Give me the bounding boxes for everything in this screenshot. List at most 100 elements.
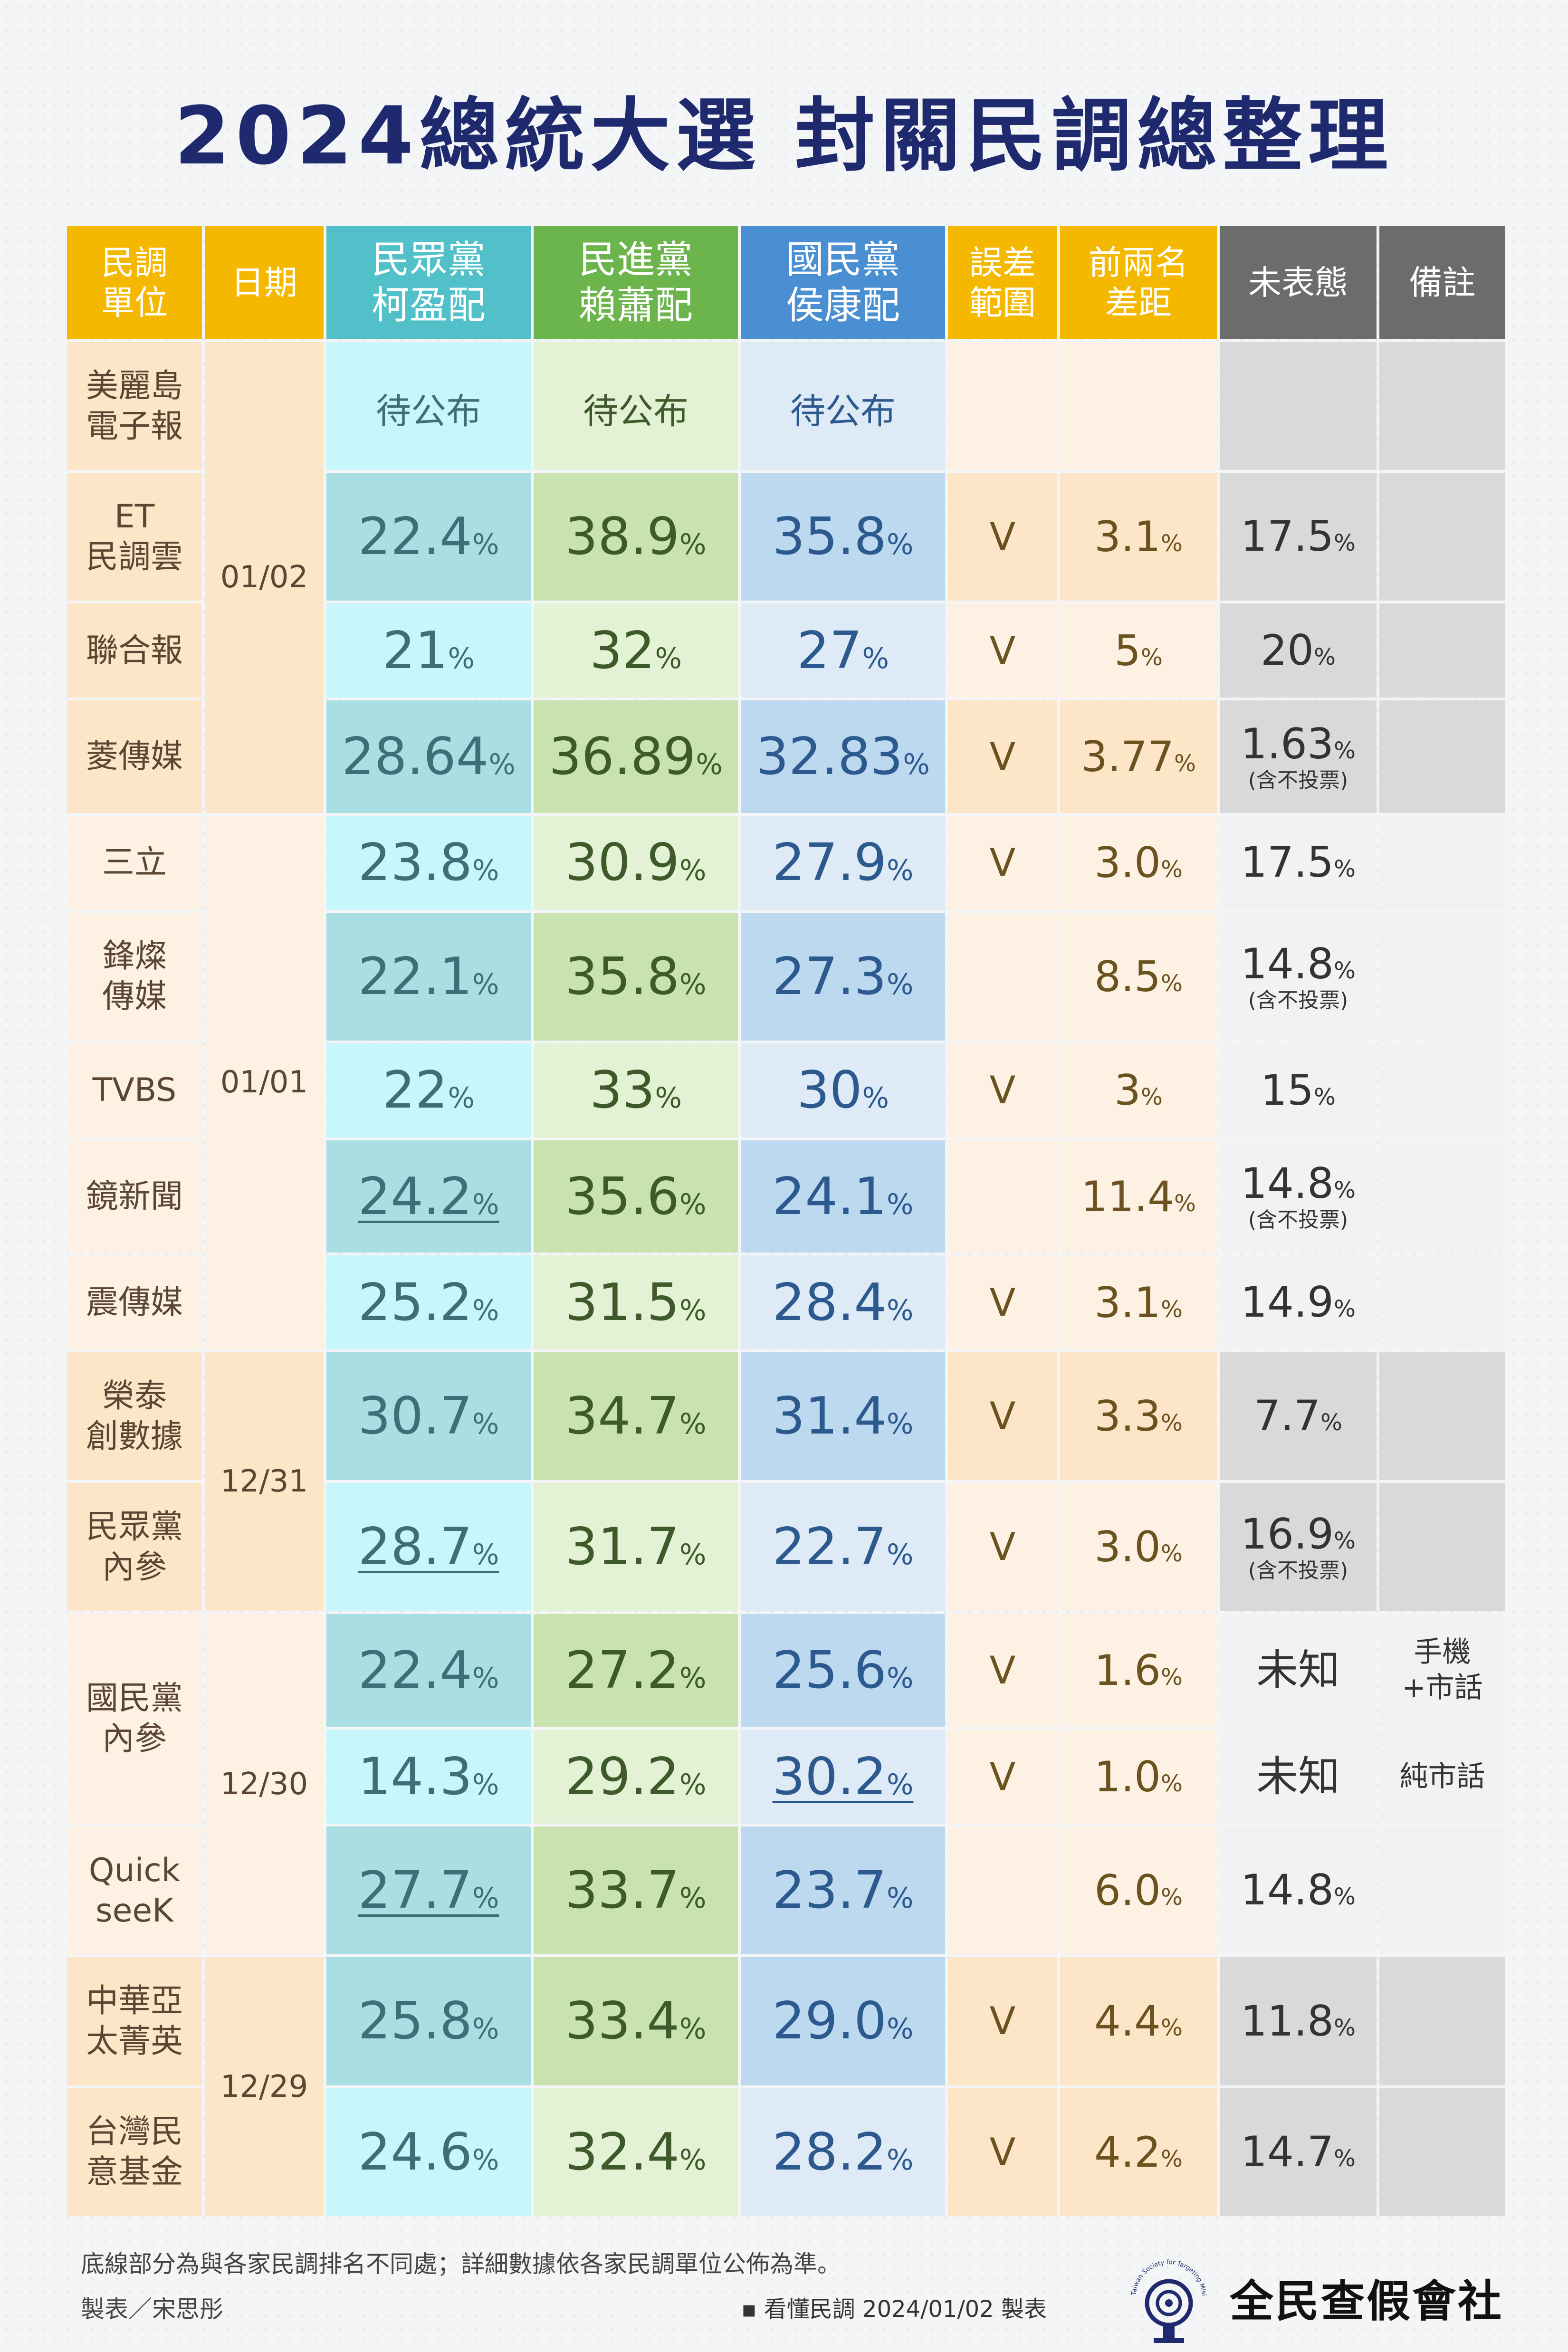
error-margin: V: [948, 1614, 1057, 1727]
dpp-value: 32.4%: [534, 2088, 738, 2216]
undecided-value: 14.8%: [1220, 1826, 1377, 1955]
tpp-value: 22.4%: [326, 1614, 531, 1727]
gap-value: 11.4%: [1060, 1140, 1217, 1253]
header-note: 備註: [1379, 226, 1505, 339]
undecided-value: 未知: [1220, 1730, 1377, 1824]
undecided-value: 14.9%: [1220, 1255, 1377, 1350]
poll-date: 12/29: [205, 1957, 324, 2216]
note-cell: [1379, 603, 1505, 698]
dpp-value: 27.2%: [534, 1614, 738, 1727]
table-row: 鏡新聞 24.2% 35.6% 24.1% 11.4% 14.8% (含不投票): [67, 1140, 1505, 1253]
error-margin: V: [948, 1255, 1057, 1350]
table-row: 民眾黨 內參 28.7% 31.7% 22.7% V 3.0% 16.9% (含不…: [67, 1483, 1505, 1611]
error-margin: [948, 1826, 1057, 1955]
kmt-value: 32.83%: [741, 700, 945, 813]
undecided-footnote: (含不投票): [1248, 1208, 1348, 1233]
note-cell: [1379, 700, 1505, 813]
dpp-value: 待公布: [534, 342, 738, 470]
gap-value: 3.77%: [1060, 700, 1217, 813]
undecided-value: 20%: [1220, 603, 1377, 698]
gap-value: 5%: [1060, 603, 1217, 698]
kmt-value: 27.9%: [741, 815, 945, 910]
header-dpp: 民進黨 賴蕭配: [534, 226, 738, 339]
poll-unit: 三立: [67, 815, 202, 910]
poll-unit: 榮泰 創數據: [67, 1352, 202, 1481]
tpp-value: 27.7%: [326, 1826, 531, 1955]
error-margin: V: [948, 2088, 1057, 2216]
table-row: 菱傳媒 28.64% 36.89% 32.83% V 3.77% 1.63% (含…: [67, 700, 1505, 813]
table-row: 聯合報 21% 32% 27% V 5% 20%: [67, 603, 1505, 698]
poll-unit: 民眾黨 內參: [67, 1483, 202, 1611]
tpp-value: 24.6%: [326, 2088, 531, 2216]
dpp-value: 32%: [534, 603, 738, 698]
error-margin: V: [948, 1352, 1057, 1481]
undecided-footnote: (含不投票): [1248, 988, 1348, 1013]
note-cell: [1379, 473, 1505, 601]
gap-value: 3.0%: [1060, 815, 1217, 910]
note-cell: [1379, 1352, 1505, 1481]
table-row: 國民黨 內參 12/30 22.4% 27.2% 25.6% V 1.6% 未知…: [67, 1614, 1505, 1955]
error-margin: V: [948, 815, 1057, 910]
kmt-value: 28.2%: [741, 2088, 945, 2216]
header-error-margin: 誤差 範圍: [948, 226, 1057, 339]
kmt-value: 35.8%: [741, 473, 945, 601]
gap-value: 3.1%: [1060, 473, 1217, 601]
undecided-value: 17.5%: [1220, 473, 1377, 601]
tpp-value: 21%: [326, 603, 531, 698]
brand-logo-text: Taiwan Society for Targeting Misinformat…: [1121, 2250, 1207, 2296]
tpp-value: 28.64%: [326, 700, 531, 813]
gap-value: 3.1%: [1060, 1255, 1217, 1350]
kmt-value: 30%: [741, 1043, 945, 1138]
note-cell: [1379, 342, 1505, 470]
note-cell: [1379, 1483, 1505, 1611]
page-title: 2024總統大選 封關民調總整理: [174, 89, 1394, 182]
table-row: ET 民調雲 22.4% 38.9% 35.8% V 3.1% 17.5%: [67, 473, 1505, 601]
kmt-value: 25.6%: [741, 1614, 945, 1727]
poll-unit: 震傳媒: [67, 1255, 202, 1350]
table-row: 美麗島 電子報 01/02 待公布 待公布 待公布: [67, 342, 1505, 813]
brand-name: 全民查假會社: [1230, 2276, 1504, 2327]
dpp-value: 31.5%: [534, 1255, 738, 1350]
note-cell: [1379, 1255, 1505, 1350]
error-margin: [948, 912, 1057, 1041]
tpp-value: 23.8%: [326, 815, 531, 910]
dpp-value: 35.6%: [534, 1140, 738, 1253]
note-cell: 純市話: [1379, 1730, 1505, 1824]
undecided-footnote: (含不投票): [1248, 1558, 1348, 1583]
undecided-value: 14.7%: [1220, 2088, 1377, 2216]
gap-value: 3%: [1060, 1043, 1217, 1138]
table-row: 榮泰 創數據 12/31 30.7% 34.7% 31.4% V 3.3% 7.…: [67, 1352, 1505, 1611]
error-margin: V: [948, 1483, 1057, 1611]
error-margin: [948, 1140, 1057, 1253]
kmt-value: 27.3%: [741, 912, 945, 1041]
dpp-value: 30.9%: [534, 815, 738, 910]
poll-unit: 菱傳媒: [67, 700, 202, 813]
dpp-value: 34.7%: [534, 1352, 738, 1481]
poll-unit: 中華亞 太菁英: [67, 1957, 202, 2085]
error-margin: [948, 342, 1057, 470]
dpp-value: 35.8%: [534, 912, 738, 1041]
undecided-footnote: (含不投票): [1248, 768, 1348, 793]
tpp-value: 25.2%: [326, 1255, 531, 1350]
source-credit: ▪ 看懂民調 2024/01/02 製表: [741, 2296, 1047, 2323]
poll-unit: 國民黨 內參: [67, 1614, 202, 1824]
table-row: 14.3% 29.2% 30.2% V 1.0% 未知 純市話: [67, 1730, 1505, 1824]
tpp-value: 22%: [326, 1043, 531, 1138]
undecided-value: 14.8% (含不投票): [1220, 912, 1377, 1041]
poll-date: 12/31: [205, 1352, 324, 1611]
dpp-value: 36.89%: [534, 700, 738, 813]
table-row: 震傳媒 25.2% 31.5% 28.4% V 3.1% 14.9%: [67, 1255, 1505, 1350]
maker-credit: 製表／宋思彤: [81, 2295, 223, 2323]
poll-table: 民調 單位 日期 民眾黨 柯盈配 民進黨 賴蕭配 國民黨 侯康配 誤差 範圍 前…: [64, 223, 1508, 2219]
poll-unit: 鋒燦 傳媒: [67, 912, 202, 1041]
kmt-value: 24.1%: [741, 1140, 945, 1253]
poll-unit: 美麗島 電子報: [67, 342, 202, 470]
tpp-value: 30.7%: [326, 1352, 531, 1481]
gap-value: 8.5%: [1060, 912, 1217, 1041]
poll-date: 01/02: [205, 342, 324, 813]
undecided-value: 14.8% (含不投票): [1220, 1140, 1377, 1253]
dpp-value: 38.9%: [534, 473, 738, 601]
header-kmt: 國民黨 侯康配: [741, 226, 945, 339]
brand: Taiwan Society for Targeting Misinformat…: [1121, 2250, 1503, 2345]
kmt-value: 28.4%: [741, 1255, 945, 1350]
